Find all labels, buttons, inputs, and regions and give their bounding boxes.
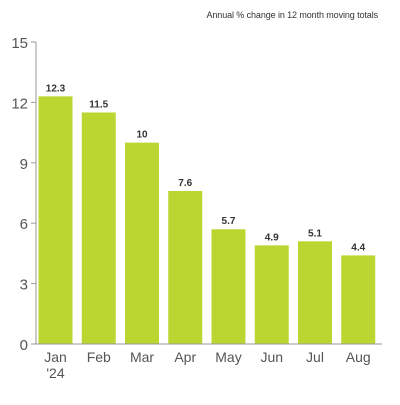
- bar-value-label: 12.3: [46, 83, 66, 94]
- x-tick-label: Apr: [174, 349, 196, 365]
- x-tick-label: May: [215, 349, 241, 365]
- bar: [125, 142, 159, 344]
- x-tick-label: Jan '24: [44, 349, 67, 381]
- bar-value-label: 10: [136, 130, 148, 141]
- bar: [81, 112, 116, 344]
- bar: [211, 229, 246, 344]
- bar: [254, 245, 289, 344]
- bar-value-label: 4.4: [351, 242, 365, 253]
- bar-value-label: 11.5: [89, 99, 108, 110]
- y-tick-label: 3: [20, 277, 28, 294]
- bar-value-label: 7.6: [178, 178, 192, 189]
- bar-value-label: 5.1: [308, 228, 322, 239]
- x-tick-label: Jun: [260, 349, 283, 365]
- x-tick-label: Aug: [346, 349, 371, 365]
- bar: [38, 96, 73, 344]
- x-tick-label: Feb: [87, 349, 111, 365]
- y-axis: 0 3 6 9 12 15: [11, 35, 37, 354]
- bar: [298, 241, 332, 344]
- bar: [341, 255, 376, 344]
- y-tick-label: 9: [20, 156, 28, 173]
- bar-value-label: 4.9: [265, 232, 279, 243]
- chart-subtitle: Annual % change in 12 month moving total…: [206, 10, 378, 20]
- bars: 12.3 11.5 10 7.6 5.7 4.9 5.1 4.4: [38, 83, 376, 344]
- x-tick-label: Jul: [306, 349, 324, 365]
- y-tick-label: 15: [11, 35, 28, 52]
- x-tick-label: Mar: [130, 349, 154, 365]
- x-axis: Jan '24 Feb Mar Apr May Jun Jul Aug: [36, 343, 382, 381]
- y-tick-label: 6: [20, 216, 28, 233]
- bar: [168, 190, 203, 344]
- y-tick-label: 12: [11, 95, 28, 112]
- bar-value-label: 5.7: [222, 216, 236, 227]
- y-tick-label: 0: [20, 337, 28, 354]
